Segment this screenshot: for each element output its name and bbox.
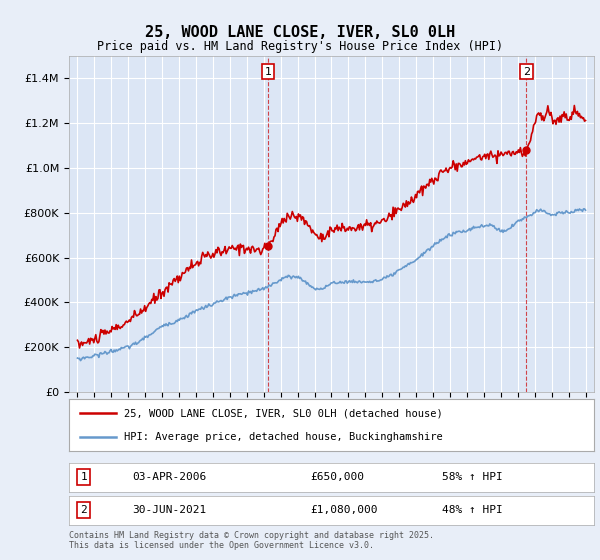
Text: 58% ↑ HPI: 58% ↑ HPI [442,472,503,482]
Text: 1: 1 [265,67,271,77]
Text: 25, WOOD LANE CLOSE, IVER, SL0 0LH: 25, WOOD LANE CLOSE, IVER, SL0 0LH [145,25,455,40]
Text: 03-APR-2006: 03-APR-2006 [132,472,206,482]
Text: 30-JUN-2021: 30-JUN-2021 [132,505,206,515]
Text: 1: 1 [80,472,87,482]
Text: £1,080,000: £1,080,000 [311,505,378,515]
Text: HPI: Average price, detached house, Buckinghamshire: HPI: Average price, detached house, Buck… [124,432,443,442]
Text: 2: 2 [80,505,87,515]
Text: 48% ↑ HPI: 48% ↑ HPI [442,505,503,515]
Text: Contains HM Land Registry data © Crown copyright and database right 2025.
This d: Contains HM Land Registry data © Crown c… [69,531,434,550]
Text: Price paid vs. HM Land Registry's House Price Index (HPI): Price paid vs. HM Land Registry's House … [97,40,503,53]
Text: 2: 2 [523,67,530,77]
Text: 25, WOOD LANE CLOSE, IVER, SL0 0LH (detached house): 25, WOOD LANE CLOSE, IVER, SL0 0LH (deta… [124,408,443,418]
Text: £650,000: £650,000 [311,472,365,482]
